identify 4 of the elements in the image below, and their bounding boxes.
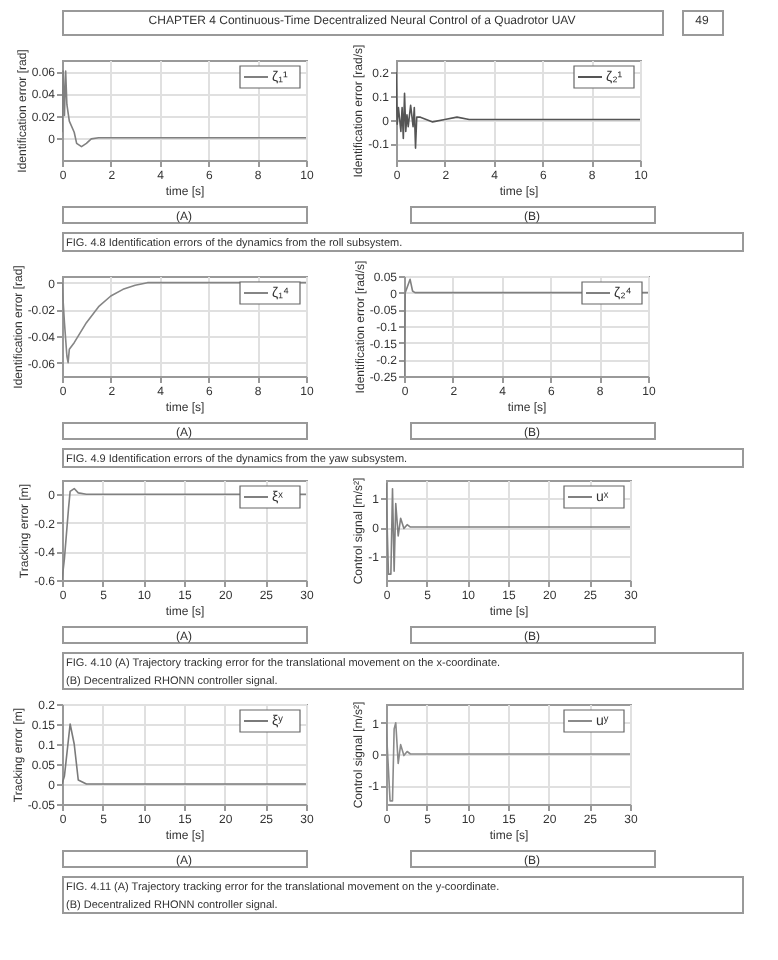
- line-series: [396, 71, 640, 149]
- line-series: [404, 278, 648, 376]
- line-series: [386, 482, 630, 575]
- line-series: [62, 70, 306, 148]
